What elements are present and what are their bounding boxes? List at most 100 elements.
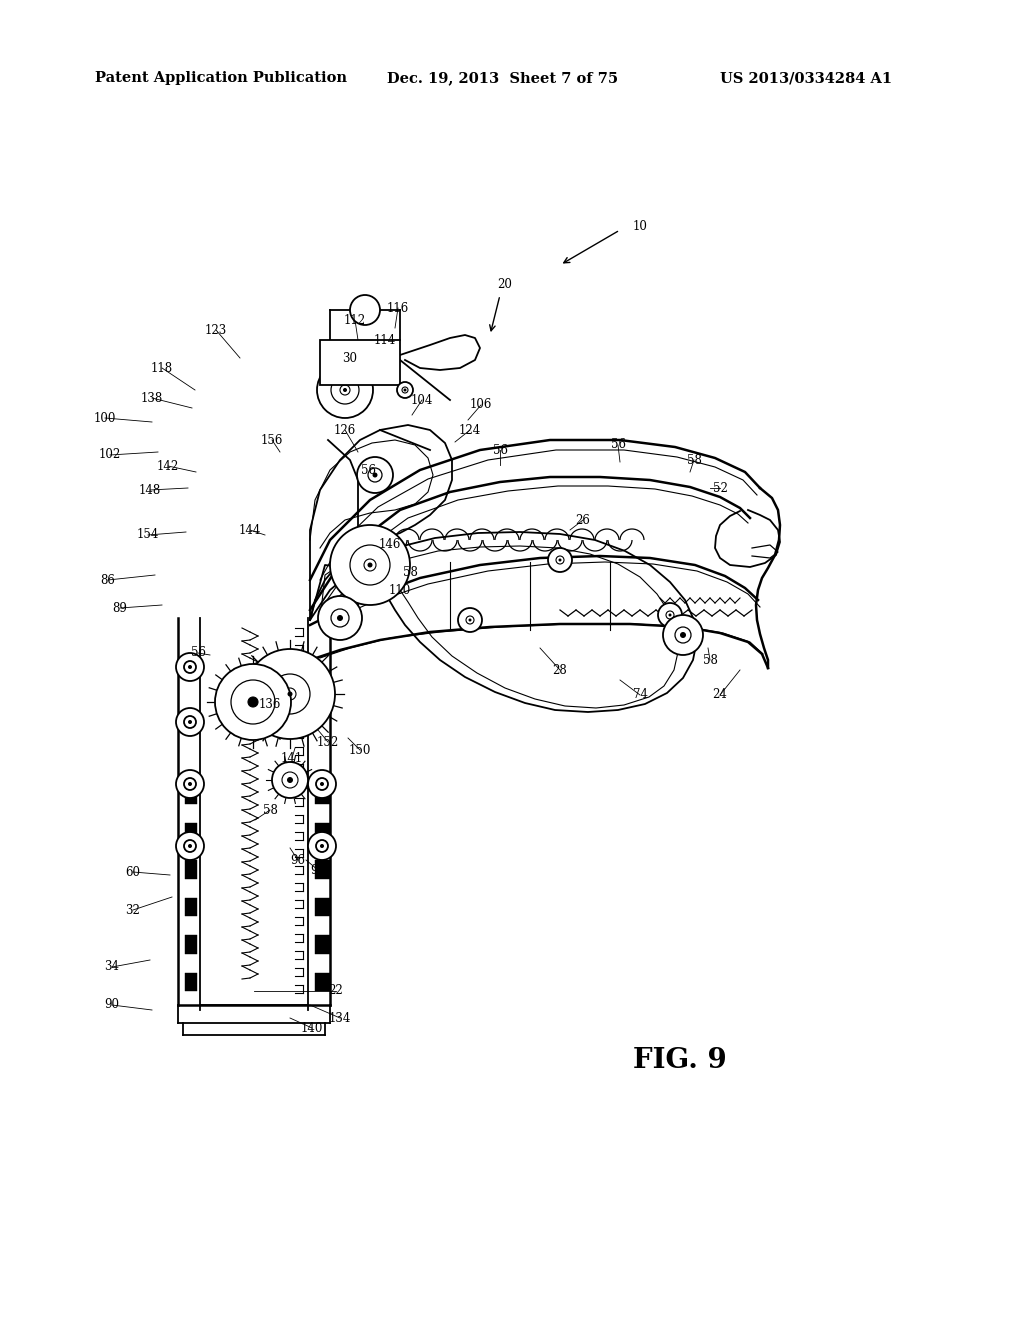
Text: 86: 86 xyxy=(100,573,116,586)
Text: 74: 74 xyxy=(633,689,647,701)
Text: FIG. 9: FIG. 9 xyxy=(633,1047,727,1073)
Text: 52: 52 xyxy=(713,482,727,495)
Text: 28: 28 xyxy=(553,664,567,676)
Polygon shape xyxy=(315,785,330,804)
Text: Dec. 19, 2013  Sheet 7 of 75: Dec. 19, 2013 Sheet 7 of 75 xyxy=(387,71,618,84)
Text: US 2013/0334284 A1: US 2013/0334284 A1 xyxy=(720,71,892,84)
Circle shape xyxy=(331,609,349,627)
Text: 58: 58 xyxy=(262,804,278,817)
Polygon shape xyxy=(185,785,197,804)
Text: Patent Application Publication: Patent Application Publication xyxy=(95,71,347,84)
Text: 146: 146 xyxy=(379,539,401,552)
Circle shape xyxy=(176,708,204,737)
Circle shape xyxy=(663,615,703,655)
Circle shape xyxy=(319,843,324,847)
Circle shape xyxy=(176,770,204,799)
Text: 136: 136 xyxy=(259,698,282,711)
Circle shape xyxy=(458,609,482,632)
Circle shape xyxy=(318,597,362,640)
Circle shape xyxy=(184,715,196,729)
Circle shape xyxy=(282,772,298,788)
Text: 141: 141 xyxy=(281,751,303,764)
Text: 58: 58 xyxy=(702,653,718,667)
Circle shape xyxy=(331,376,359,404)
Text: 58: 58 xyxy=(686,454,701,466)
Text: 56: 56 xyxy=(190,647,206,660)
Text: 90: 90 xyxy=(104,998,120,1011)
Text: 96: 96 xyxy=(291,854,305,866)
Text: 30: 30 xyxy=(342,351,357,364)
Text: 102: 102 xyxy=(99,449,121,462)
Circle shape xyxy=(350,294,380,325)
Circle shape xyxy=(330,525,410,605)
Text: 126: 126 xyxy=(334,424,356,437)
Text: 56: 56 xyxy=(360,463,376,477)
Text: 24: 24 xyxy=(713,689,727,701)
Circle shape xyxy=(469,619,471,622)
Text: 56: 56 xyxy=(610,438,626,451)
Text: 34: 34 xyxy=(104,961,120,974)
Text: 156: 156 xyxy=(261,433,284,446)
Circle shape xyxy=(466,616,474,624)
Polygon shape xyxy=(185,898,197,916)
Circle shape xyxy=(658,603,682,627)
Text: 138: 138 xyxy=(141,392,163,404)
Polygon shape xyxy=(315,822,330,841)
Text: 154: 154 xyxy=(137,528,159,541)
Text: 20: 20 xyxy=(498,279,512,292)
Text: 56: 56 xyxy=(493,444,508,457)
Polygon shape xyxy=(185,935,197,954)
Circle shape xyxy=(188,719,193,723)
Text: 134: 134 xyxy=(329,1011,351,1024)
Text: 114: 114 xyxy=(374,334,396,346)
Circle shape xyxy=(340,385,350,395)
Circle shape xyxy=(357,457,393,492)
Circle shape xyxy=(402,387,408,393)
Circle shape xyxy=(270,675,310,714)
Text: 94: 94 xyxy=(310,863,326,876)
Circle shape xyxy=(184,840,196,851)
Circle shape xyxy=(680,632,686,638)
Text: 110: 110 xyxy=(389,583,411,597)
Circle shape xyxy=(188,843,193,847)
Polygon shape xyxy=(185,973,197,991)
Circle shape xyxy=(669,614,672,616)
Circle shape xyxy=(188,665,193,669)
Circle shape xyxy=(316,777,328,789)
Text: 100: 100 xyxy=(94,412,116,425)
FancyBboxPatch shape xyxy=(319,341,400,385)
Circle shape xyxy=(548,548,572,572)
Text: 106: 106 xyxy=(470,399,493,412)
Polygon shape xyxy=(315,898,330,916)
Text: 140: 140 xyxy=(301,1022,324,1035)
Text: 112: 112 xyxy=(344,314,366,326)
Circle shape xyxy=(215,664,291,741)
Circle shape xyxy=(176,653,204,681)
Text: 148: 148 xyxy=(139,483,161,496)
Circle shape xyxy=(343,388,347,392)
Circle shape xyxy=(319,781,324,785)
Circle shape xyxy=(316,840,328,851)
Polygon shape xyxy=(185,822,197,841)
Polygon shape xyxy=(315,861,330,879)
Circle shape xyxy=(272,762,308,799)
Text: 22: 22 xyxy=(329,985,343,998)
Circle shape xyxy=(364,558,376,572)
Text: 123: 123 xyxy=(205,323,227,337)
Circle shape xyxy=(245,649,335,739)
Text: 118: 118 xyxy=(151,362,173,375)
Circle shape xyxy=(403,388,407,392)
Circle shape xyxy=(231,680,275,723)
Circle shape xyxy=(248,697,258,708)
Text: 58: 58 xyxy=(402,566,418,579)
Circle shape xyxy=(368,469,382,482)
Text: 142: 142 xyxy=(157,459,179,473)
Text: 10: 10 xyxy=(633,219,647,232)
Circle shape xyxy=(558,558,561,561)
Polygon shape xyxy=(185,861,197,879)
Text: 32: 32 xyxy=(126,903,140,916)
Circle shape xyxy=(666,611,674,619)
Circle shape xyxy=(184,661,196,673)
Circle shape xyxy=(188,781,193,785)
Circle shape xyxy=(373,473,378,478)
